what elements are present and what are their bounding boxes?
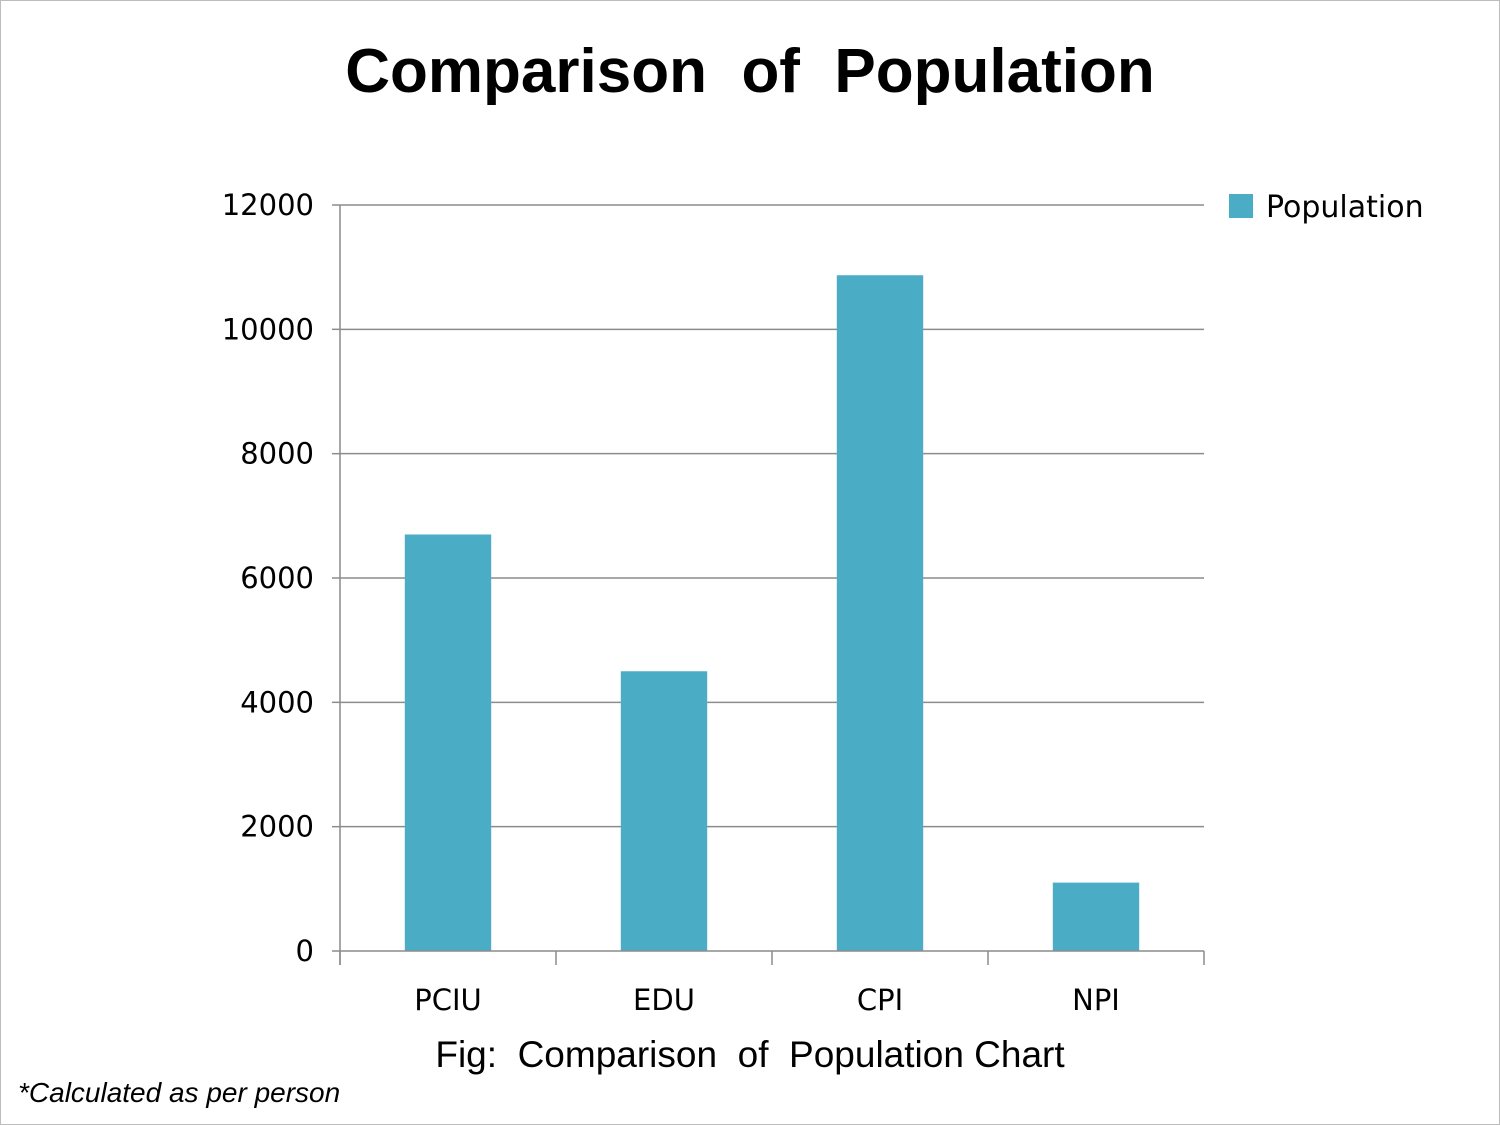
x-tick-label-npi: NPI — [1072, 983, 1120, 1017]
y-tick-label-6000: 6000 — [240, 561, 314, 595]
y-tick-label-8000: 8000 — [240, 437, 314, 471]
axes — [339, 205, 1205, 965]
x-tick-label-pciu: PCIU — [414, 983, 482, 1017]
x-tick-labels: PCIU EDU CPI NPI — [414, 983, 1120, 1017]
x-tick-label-edu: EDU — [633, 983, 695, 1017]
x-tick-label-cpi: CPI — [857, 983, 903, 1017]
figure-caption: Fig: Comparison of Population Chart — [435, 1034, 1065, 1075]
y-tick-label-12000: 12000 — [222, 188, 314, 222]
y-tick-label-10000: 10000 — [222, 312, 314, 346]
footnote: *Calculated as per person — [18, 1077, 341, 1108]
chart-title: Comparison of Population — [345, 37, 1155, 106]
legend: Population — [1229, 190, 1424, 225]
legend-swatch — [1229, 194, 1253, 218]
bars-group — [404, 275, 1140, 952]
y-tick-label-0: 0 — [296, 934, 314, 968]
bar-edu — [620, 671, 708, 951]
bar-cpi — [836, 275, 924, 952]
bar-npi — [1052, 882, 1140, 951]
bar-pciu — [404, 534, 492, 951]
y-tick-label-4000: 4000 — [240, 685, 314, 719]
y-tick-label-2000: 2000 — [240, 810, 314, 844]
legend-label-population: Population — [1266, 190, 1424, 225]
y-tick-labels: 0 2000 4000 6000 8000 10000 12000 — [222, 188, 314, 968]
